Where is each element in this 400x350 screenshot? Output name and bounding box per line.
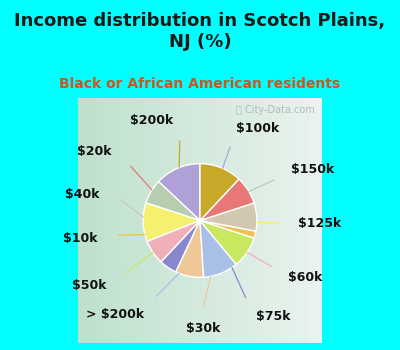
Bar — [81, 76, 89, 350]
Bar — [340, 76, 347, 350]
Wedge shape — [200, 220, 256, 238]
Bar — [271, 76, 279, 350]
Wedge shape — [146, 182, 200, 220]
Wedge shape — [200, 179, 254, 220]
Bar — [112, 76, 119, 350]
Text: $75k: $75k — [256, 310, 290, 323]
Wedge shape — [158, 164, 200, 220]
Text: Black or African American residents: Black or African American residents — [60, 77, 340, 91]
Bar — [195, 76, 203, 350]
Text: $150k: $150k — [291, 163, 334, 176]
Text: $100k: $100k — [236, 122, 280, 135]
Wedge shape — [143, 203, 200, 242]
Bar — [317, 76, 324, 350]
Bar — [324, 76, 332, 350]
Bar — [203, 76, 210, 350]
Bar — [74, 76, 81, 350]
Text: Income distribution in Scotch Plains,
NJ (%): Income distribution in Scotch Plains, NJ… — [14, 12, 386, 51]
Text: $30k: $30k — [186, 322, 220, 335]
Text: $125k: $125k — [298, 217, 341, 230]
Bar — [286, 76, 294, 350]
Bar — [43, 76, 51, 350]
Bar — [58, 76, 66, 350]
Bar — [188, 76, 195, 350]
Text: $40k: $40k — [64, 188, 99, 201]
Text: $50k: $50k — [72, 279, 107, 292]
Wedge shape — [161, 220, 200, 272]
Wedge shape — [147, 220, 200, 262]
Bar — [66, 76, 74, 350]
Bar — [51, 76, 58, 350]
Bar — [241, 76, 248, 350]
Wedge shape — [200, 164, 239, 220]
Bar — [279, 76, 286, 350]
Bar — [226, 76, 233, 350]
Bar — [89, 76, 96, 350]
Bar — [104, 76, 112, 350]
Bar — [332, 76, 340, 350]
Bar — [165, 76, 172, 350]
Wedge shape — [200, 203, 257, 231]
Bar — [309, 76, 317, 350]
Text: $60k: $60k — [288, 271, 322, 284]
Bar — [302, 76, 309, 350]
Text: $20k: $20k — [77, 145, 112, 159]
Bar — [142, 76, 150, 350]
Bar — [157, 76, 165, 350]
Bar — [180, 76, 188, 350]
Bar — [264, 76, 271, 350]
Bar — [248, 76, 256, 350]
Bar — [256, 76, 264, 350]
Text: $200k: $200k — [130, 114, 174, 127]
Bar — [134, 76, 142, 350]
Text: > $200k: > $200k — [86, 308, 144, 321]
Wedge shape — [176, 220, 204, 277]
Text: ⓘ City-Data.com: ⓘ City-Data.com — [236, 105, 315, 116]
Bar — [218, 76, 226, 350]
Bar — [127, 76, 134, 350]
Bar — [96, 76, 104, 350]
Bar — [210, 76, 218, 350]
Wedge shape — [200, 220, 254, 264]
Bar — [294, 76, 302, 350]
Bar — [150, 76, 157, 350]
Bar — [233, 76, 241, 350]
Text: $10k: $10k — [62, 232, 97, 245]
Bar — [172, 76, 180, 350]
Bar — [119, 76, 127, 350]
Wedge shape — [200, 220, 236, 277]
